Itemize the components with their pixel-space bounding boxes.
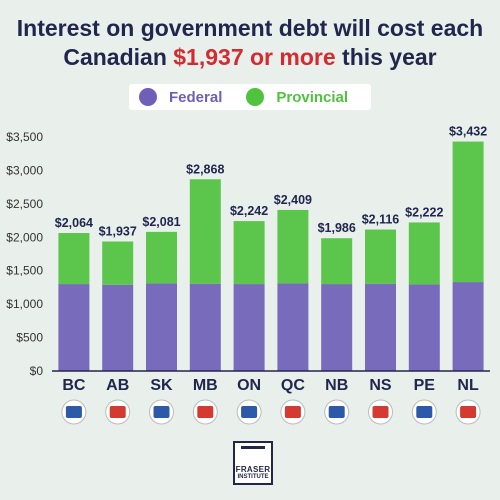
legend-label-federal: Federal bbox=[169, 88, 223, 106]
bar-federal-nb bbox=[321, 284, 353, 371]
y-tick-label: $2,500 bbox=[6, 197, 43, 211]
bar-federal-pe bbox=[408, 284, 440, 371]
category-label: MB bbox=[193, 377, 218, 394]
province-flag-emblem-icon bbox=[416, 406, 433, 418]
bar-total-label: $2,409 bbox=[274, 193, 312, 207]
bar-federal-nl bbox=[452, 282, 484, 371]
bar-provincial-ns bbox=[365, 229, 396, 284]
category-label: SK bbox=[150, 377, 173, 394]
bar-total-label: $2,064 bbox=[55, 216, 93, 230]
bar-provincial-nb bbox=[321, 238, 353, 285]
bar-federal-qc bbox=[277, 283, 309, 371]
bar-federal-ab bbox=[102, 284, 134, 371]
y-tick-label: $500 bbox=[16, 331, 43, 345]
province-flag-emblem-icon bbox=[109, 406, 126, 418]
y-tick-label: $2,000 bbox=[6, 230, 43, 244]
legend-swatch-provincial bbox=[246, 88, 265, 106]
title-line-2-prefix: Canadian bbox=[63, 44, 174, 70]
title-highlight: $1,937 or more bbox=[173, 44, 336, 70]
logo-line-2: INSTITUTE bbox=[237, 474, 269, 480]
bar-provincial-sk bbox=[146, 231, 177, 284]
bar-provincial-on bbox=[233, 221, 265, 285]
title-line-2-suffix: this year bbox=[335, 44, 437, 70]
bar-federal-ns bbox=[365, 283, 396, 371]
bar-federal-sk bbox=[146, 283, 177, 371]
bar-total-label: $3,432 bbox=[449, 125, 487, 139]
bar-total-label: $2,868 bbox=[186, 162, 224, 176]
y-tick-label: $1,500 bbox=[6, 264, 43, 278]
y-tick-label: $3,500 bbox=[6, 130, 43, 144]
bar-total-label: $1,937 bbox=[99, 224, 137, 238]
category-label: NB bbox=[325, 377, 348, 394]
bar-total-label: $2,222 bbox=[405, 205, 443, 219]
y-tick-label: $1,000 bbox=[6, 297, 43, 311]
province-flag-emblem-icon bbox=[284, 406, 301, 418]
bar-provincial-mb bbox=[189, 179, 221, 284]
title-line-2: Canadian $1,937 or more this year bbox=[0, 43, 500, 72]
province-flag-emblem-icon bbox=[153, 406, 170, 418]
province-flag-emblem-icon bbox=[372, 406, 389, 418]
bar-provincial-pe bbox=[408, 222, 440, 285]
fraser-institute-logo: FRASER INSTITUTE bbox=[233, 441, 273, 485]
bar-provincial-qc bbox=[277, 209, 309, 284]
category-label: QC bbox=[281, 377, 305, 394]
logo-mark bbox=[241, 446, 265, 458]
province-flag-emblem-icon bbox=[460, 406, 477, 418]
province-flag-emblem-icon bbox=[328, 406, 345, 418]
category-label: NL bbox=[457, 377, 479, 394]
bar-provincial-ab bbox=[102, 241, 134, 285]
bar-total-label: $1,986 bbox=[318, 221, 356, 235]
bar-total-label: $2,116 bbox=[362, 213, 400, 227]
category-label: NS bbox=[369, 377, 392, 394]
legend-label-provincial: Provincial bbox=[276, 88, 349, 106]
logo-line-1: FRASER bbox=[235, 465, 271, 474]
category-label: BC bbox=[62, 377, 86, 394]
bar-provincial-bc bbox=[58, 233, 90, 285]
bar-total-label: $2,242 bbox=[230, 204, 268, 218]
bar-total-label: $2,081 bbox=[142, 215, 180, 229]
category-label: ON bbox=[237, 377, 261, 394]
province-flag-emblem-icon bbox=[65, 406, 82, 418]
legend-item-provincial: Provincial bbox=[246, 88, 348, 106]
bar-provincial-nl bbox=[452, 141, 484, 283]
chart-title: Interest on government debt will cost ea… bbox=[0, 14, 500, 72]
province-flag-emblem-icon bbox=[241, 406, 258, 418]
legend-item-federal: Federal bbox=[139, 88, 222, 106]
category-label: PE bbox=[414, 377, 436, 394]
legend: Federal Provincial bbox=[129, 84, 371, 110]
title-line-1: Interest on government debt will cost ea… bbox=[16, 15, 484, 41]
legend-swatch-federal bbox=[139, 88, 157, 106]
y-tick-label: $3,000 bbox=[6, 163, 43, 177]
y-tick-label: $0 bbox=[30, 364, 44, 378]
bar-federal-bc bbox=[58, 284, 90, 371]
category-label: AB bbox=[106, 377, 129, 394]
bar-federal-on bbox=[233, 284, 265, 371]
bar-federal-mb bbox=[189, 283, 221, 371]
province-flag-emblem-icon bbox=[197, 406, 214, 418]
